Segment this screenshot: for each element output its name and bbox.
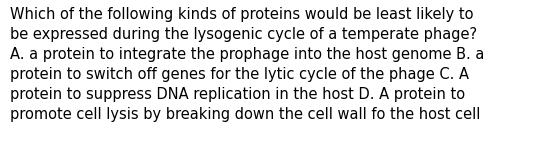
Text: Which of the following kinds of proteins would be least likely to
be expressed d: Which of the following kinds of proteins… [10,7,484,122]
